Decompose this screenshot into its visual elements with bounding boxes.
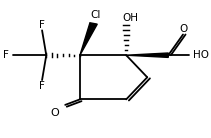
Polygon shape [80,23,97,55]
Text: O: O [179,24,187,34]
Text: O: O [50,108,59,118]
Text: F: F [39,20,45,30]
Text: F: F [3,50,9,60]
Text: OH: OH [122,13,138,23]
Text: Cl: Cl [91,10,101,20]
Polygon shape [126,53,168,57]
Text: F: F [39,81,45,91]
Text: HO: HO [193,50,209,60]
